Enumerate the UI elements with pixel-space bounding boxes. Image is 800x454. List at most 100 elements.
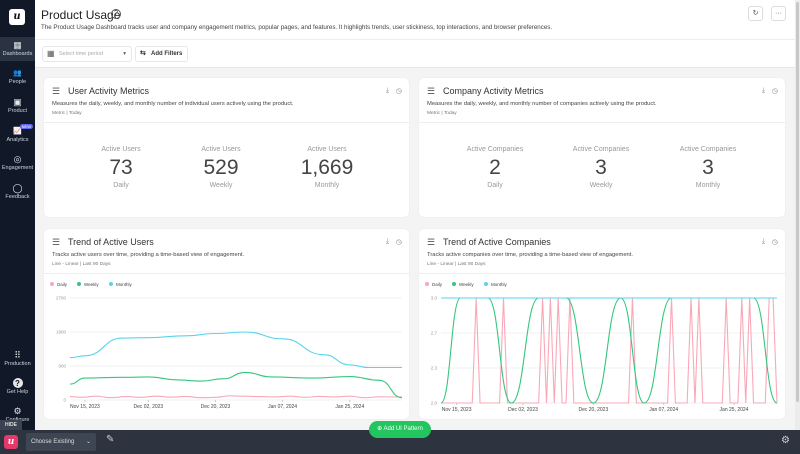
sidebar-item-dashboards[interactable]: ▦ Dashboards [0, 37, 35, 61]
sidebar-item-get-help[interactable]: ? Get Help [0, 378, 35, 395]
company-activity-metrics-card: ☰ Company Activity Metrics ⤓ ◷ Measures … [419, 78, 785, 217]
hide-button[interactable]: HIDE [0, 420, 22, 430]
page-title: Product Usage [41, 8, 121, 22]
metric-value: 3 [702, 156, 714, 179]
sidebar-item-analytics[interactable]: 📈 NEW Analytics [0, 124, 35, 143]
list-chart-icon: ☰ [427, 237, 436, 247]
card-description: Tracks active companies over time, provi… [427, 252, 633, 258]
metric-period: Monthly [314, 182, 340, 189]
help-icon[interactable]: ? [111, 9, 121, 19]
legend-marker [109, 282, 113, 286]
sidebar-item-product[interactable]: ▣ Product [0, 97, 35, 114]
sidebar-item-label: Get Help [6, 389, 29, 395]
y-tick-label: 2.0 [431, 401, 438, 406]
y-tick-label: 0 [63, 398, 66, 403]
card-meta: Metric | Today [52, 111, 82, 116]
divider [419, 273, 785, 274]
choose-existing-label: Choose Existing [31, 439, 75, 445]
y-tick-label: 2700 [56, 296, 67, 301]
clock-icon[interactable]: ◷ [771, 239, 778, 246]
metric-value: 3 [595, 156, 607, 179]
settings-gear-icon[interactable]: ⚙ [781, 435, 790, 446]
refresh-button[interactable]: ↻ [748, 6, 763, 21]
x-tick-label: Jan 25, 2024 [335, 404, 364, 410]
metric-period: Daily [487, 182, 503, 189]
card-meta: Line - Linear | Last 90 Days [427, 262, 486, 267]
legend-label: Daily [57, 282, 68, 287]
active-companies-line-chart: Daily Weekly Monthly 2.0 2.3 2.7 3.0 Nov 15, 20… [425, 282, 778, 413]
metric-value: 73 [109, 156, 133, 179]
x-tick-label: Dec 20, 2023 [578, 407, 608, 413]
choose-existing-dropdown[interactable]: Choose Existing ⌄ [26, 433, 96, 451]
metric-label: Active Users [201, 146, 241, 153]
metric-monthly: Active Users 1,669 Monthly [277, 146, 377, 189]
pencil-icon[interactable]: ✎ [106, 434, 115, 445]
clock-icon[interactable]: ◷ [771, 88, 778, 95]
download-icon[interactable]: ⤓ [385, 87, 389, 94]
download-icon[interactable]: ⤓ [761, 238, 765, 245]
download-icon[interactable]: ⤓ [385, 238, 389, 245]
metric-value: 1,669 [300, 156, 354, 179]
sidebar-item-label: Production [4, 361, 31, 367]
app-logo[interactable]: u [9, 9, 25, 25]
card-title: Trend of Active Users [68, 237, 154, 247]
scrollbar[interactable] [795, 0, 800, 430]
sidebar-item-feedback[interactable]: ◯ Feedback [0, 183, 35, 200]
clock-icon[interactable]: ◷ [395, 88, 402, 95]
page-header: Product Usage ? The Product Usage Dashbo… [35, 0, 795, 68]
x-tick-label: Jan 07, 2024 [649, 407, 678, 413]
y-tick-label: 3.0 [431, 296, 438, 301]
card-title: Trend of Active Companies [443, 237, 551, 247]
sidebar-item-production[interactable]: ⠿ Production [0, 350, 35, 367]
list-chart-icon: ☰ [52, 86, 61, 96]
feedback-icon: ◯ [12, 183, 23, 193]
add-filters-button[interactable]: ⇆ Add Filters [135, 46, 188, 62]
trend-active-companies-card: ☰ Trend of Active Companies ⤓ ◷ Tracks a… [419, 229, 785, 419]
people-icon: 👥 [13, 70, 22, 77]
series-line-daily [441, 297, 778, 404]
metric-label: Active Users [307, 146, 347, 153]
userpilot-logo[interactable]: u [4, 435, 18, 449]
card-description: Measures the daily, weekly, and monthly … [52, 101, 294, 107]
user-activity-metrics-card: ☰ User Activity Metrics ⤓ ◷ Measures the… [44, 78, 409, 217]
sidebar-item-label: Engagement [1, 165, 34, 171]
sidebar-item-engagement[interactable]: ◎ Engagement [0, 154, 35, 171]
metric-period: Daily [113, 182, 129, 189]
sidebar: u ▦ Dashboards 👥 People ▣ Product 📈 NEW Analy… [0, 0, 35, 430]
download-icon[interactable]: ⤓ [761, 87, 765, 94]
metric-period: Weekly [209, 182, 233, 189]
time-period-select[interactable]: ▦ Select time period ▾ [42, 46, 132, 62]
sidebar-item-label: Analytics [6, 137, 29, 143]
legend-label: Weekly [84, 282, 99, 287]
metric-value: 2 [489, 156, 501, 179]
add-ui-pattern-button[interactable]: ⊕ Add UI Pattern [369, 421, 431, 438]
new-badge: NEW [19, 124, 33, 129]
legend-label: Monthly [491, 282, 508, 287]
list-chart-icon: ☰ [52, 237, 61, 247]
legend-marker [50, 282, 54, 286]
sidebar-item-label: People [8, 79, 27, 85]
metric-label: Active Users [101, 146, 141, 153]
y-tick-label: 900 [58, 364, 66, 369]
sidebar-item-label: Dashboards [2, 51, 33, 57]
series-line-weekly [69, 371, 403, 399]
legend-label: Daily [432, 282, 443, 287]
trend-active-users-card: ☰ Trend of Active Users ⤓ ◷ Tracks activ… [44, 229, 409, 419]
main-content: Product Usage ? The Product Usage Dashbo… [35, 0, 795, 430]
legend-marker [452, 282, 456, 286]
legend-marker [484, 282, 488, 286]
sidebar-item-people[interactable]: 👥 People [0, 68, 35, 85]
page-description: The Product Usage Dashboard tracks user … [41, 24, 553, 31]
sidebar-item-label: Feedback [5, 194, 30, 200]
y-tick-label: 2.7 [431, 331, 438, 336]
card-meta: Metric | Today [427, 111, 457, 116]
card-description: Tracks active users over time, providing… [52, 252, 245, 258]
x-tick-label: Dec 20, 2023 [201, 404, 231, 410]
x-tick-label: Nov 15, 2023 [70, 404, 100, 410]
clock-icon[interactable]: ◷ [395, 239, 402, 246]
more-options-button[interactable]: ··· [771, 6, 786, 21]
engagement-icon: ◎ [13, 154, 22, 164]
metric-value: 529 [203, 156, 239, 179]
x-tick-label: Dec 02, 2023 [508, 407, 538, 413]
scrollbar-thumb[interactable] [796, 2, 799, 402]
